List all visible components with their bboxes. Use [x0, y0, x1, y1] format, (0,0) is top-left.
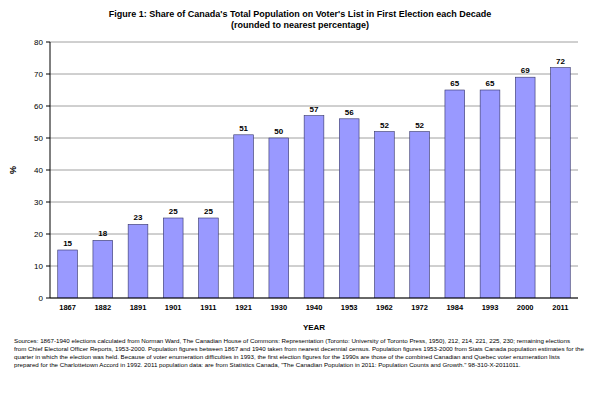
x-tick-label: 1882 [94, 303, 111, 312]
bar [445, 90, 465, 298]
x-tick-label: 2011 [552, 303, 568, 312]
bar [234, 135, 254, 298]
title: Figure 1: Share of Canada's Total Popula… [109, 9, 492, 19]
x-tick-label: 1911 [200, 303, 216, 312]
bar [515, 77, 535, 298]
bar [375, 132, 395, 298]
source-note: Sources: 1867-1940 elections calculated … [14, 337, 584, 369]
data-label: 25 [204, 207, 213, 216]
y-tick-label: 70 [34, 70, 43, 79]
y-tick-label: 80 [34, 38, 43, 47]
tick-mark [46, 170, 50, 171]
tick-mark [46, 42, 50, 43]
data-label: 18 [98, 229, 107, 238]
data-label: 25 [169, 207, 178, 216]
bar [93, 240, 113, 298]
x-tick-label: 1940 [306, 303, 323, 312]
data-label: 15 [63, 239, 72, 248]
data-label: 51 [239, 124, 248, 133]
data-label: 65 [486, 79, 495, 88]
y-axis-label: % [8, 166, 18, 174]
bar [480, 90, 500, 298]
data-label: 57 [310, 105, 319, 114]
tick-mark [46, 202, 50, 203]
x-tick-label: 1953 [341, 303, 358, 312]
x-tick-label: 1984 [446, 303, 464, 312]
x-tick-label: 1901 [165, 303, 182, 312]
data-label: 72 [556, 57, 565, 66]
tick-mark [46, 106, 50, 107]
x-tick-label: 1993 [482, 303, 499, 312]
tick-mark [46, 74, 50, 75]
bar [551, 68, 571, 298]
y-tick-label: 10 [34, 262, 43, 271]
data-label: 56 [345, 108, 354, 117]
y-tick-label: 60 [34, 102, 43, 111]
data-label: 52 [415, 121, 424, 130]
bar [199, 218, 219, 298]
x-tick-label: 1867 [59, 303, 76, 312]
tick-mark [46, 234, 50, 235]
y-tick-label: 0 [39, 294, 44, 303]
y-tick-label: 20 [34, 230, 43, 239]
bar [163, 218, 183, 298]
bars [58, 68, 571, 298]
x-tick-label: 1930 [270, 303, 287, 312]
data-label: 52 [380, 121, 389, 130]
bar [269, 138, 289, 298]
bar [410, 132, 430, 298]
x-tick-label: 1891 [130, 303, 147, 312]
chart-container: Figure 1: Share of Canada's Total Popula… [0, 0, 600, 400]
data-label: 50 [274, 127, 283, 136]
data-label: 69 [521, 66, 530, 75]
tick-mark [46, 266, 50, 267]
subtitle: (rounded to nearest percentage) [231, 20, 369, 30]
y-tick-label: 40 [34, 166, 43, 175]
x-tick-label: 1972 [411, 303, 428, 312]
x-tick-label: 2000 [517, 303, 534, 312]
bar [304, 116, 324, 298]
grid-line [50, 298, 578, 299]
y-tick-label: 50 [34, 134, 43, 143]
bar [58, 250, 78, 298]
tick-mark [46, 138, 50, 139]
bar [128, 224, 148, 298]
x-axis [50, 298, 578, 299]
x-axis-label: YEAR [303, 323, 325, 332]
x-tick-label: 1962 [376, 303, 393, 312]
grid-line [50, 74, 578, 75]
x-tick-label: 1921 [235, 303, 252, 312]
y-tick-label: 30 [34, 198, 43, 207]
grid-line [50, 42, 578, 43]
bar [339, 119, 359, 298]
data-label: 23 [134, 213, 143, 222]
y-axis [50, 42, 51, 298]
tick-mark [46, 298, 50, 299]
data-label: 65 [450, 79, 459, 88]
